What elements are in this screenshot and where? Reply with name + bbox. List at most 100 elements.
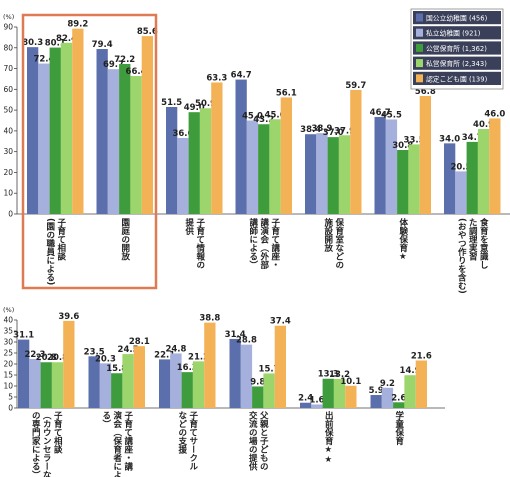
legend-row-bg	[413, 11, 501, 25]
bar	[408, 144, 420, 214]
data-label: 21.6	[411, 351, 432, 361]
bar	[199, 108, 212, 214]
data-label: 45.5	[381, 110, 402, 120]
data-label: 23.5	[84, 347, 105, 357]
legend-label: 国公立幼稚園 (456)	[426, 14, 488, 23]
bar	[252, 386, 264, 408]
category-label: などの支援	[177, 411, 188, 454]
bar	[345, 385, 357, 408]
category-label: 子育て相談	[52, 411, 62, 454]
y-tick-label: 5	[8, 393, 13, 402]
data-label: 30.8	[392, 141, 413, 151]
category-label: た調理実習	[467, 218, 477, 261]
data-label: 46.0	[484, 109, 505, 119]
data-label: 2.4	[298, 394, 313, 404]
legend-label: 私立幼稚園 (921)	[426, 29, 481, 38]
data-label: 22.1	[154, 350, 175, 360]
y-tick-label: 90	[3, 23, 13, 32]
y-tick-label: 10	[3, 382, 13, 391]
bar	[280, 97, 292, 214]
category-label: （カウンセラーなど	[41, 411, 52, 477]
y-tick-label: 0	[8, 404, 13, 413]
bar	[397, 150, 409, 214]
data-label: 51.5	[161, 98, 182, 108]
data-label: 13.3	[318, 370, 339, 380]
legend-swatch	[416, 28, 423, 37]
y-tick-label: 20	[3, 168, 13, 177]
bar	[107, 69, 120, 214]
data-label: 24.8	[165, 344, 186, 354]
data-label: 20.8	[47, 353, 68, 363]
bar	[477, 129, 490, 214]
bar	[393, 402, 405, 408]
data-label: 13.2	[329, 370, 350, 380]
legend-label: 私営保育所 (2,343)	[426, 59, 487, 68]
category-label: 施設開放	[323, 217, 334, 253]
y-tick-label: 30	[3, 147, 13, 156]
legend-label: 公営保育所 (1,362)	[426, 44, 487, 53]
data-label: 1.6	[309, 395, 324, 405]
bar	[159, 359, 171, 408]
bar	[305, 134, 317, 214]
bar	[133, 346, 145, 408]
bar	[130, 76, 142, 214]
data-label: 31.1	[13, 331, 34, 341]
bar	[192, 361, 205, 408]
bar	[211, 82, 223, 214]
data-label: 56.1	[276, 88, 297, 98]
bar	[188, 112, 200, 214]
data-label: 28.8	[236, 336, 257, 346]
data-label: 49.0	[184, 103, 205, 113]
bar	[404, 375, 416, 408]
bar	[141, 36, 153, 214]
data-label: 89.2	[67, 20, 88, 30]
bar	[311, 404, 323, 408]
y-tick-label: 10	[3, 189, 13, 198]
bar	[350, 89, 362, 214]
bar	[419, 95, 431, 214]
legend-swatch	[416, 59, 423, 68]
data-label: 22.3	[24, 350, 45, 360]
category-label: 出前保育★★	[323, 410, 334, 465]
data-label: 69.7	[103, 60, 124, 70]
category-label: 提供	[184, 217, 195, 236]
bar	[374, 116, 386, 214]
bar	[269, 119, 281, 214]
y-tick-label: 35	[3, 327, 13, 336]
legend-row-bg	[413, 26, 501, 40]
data-label: 24.5	[118, 345, 139, 355]
category-label: 食育を意識し	[478, 217, 488, 269]
legend-row-bg	[413, 41, 501, 55]
data-label: 64.7	[231, 71, 252, 81]
data-label: 66.4	[126, 67, 147, 77]
y-tick-label: 70	[3, 64, 13, 73]
category-label: 講師による）	[248, 217, 259, 269]
data-label: 5.9	[369, 386, 384, 396]
bar	[49, 47, 61, 214]
bar	[170, 353, 182, 408]
data-label: 2.6	[391, 393, 406, 403]
data-label: 10.1	[340, 377, 361, 387]
data-label: 21.2	[188, 352, 209, 362]
bar	[466, 141, 478, 214]
data-label: 20.8	[36, 353, 57, 363]
data-label: 80.3	[22, 38, 43, 48]
bar	[322, 378, 334, 408]
category-label: 体験保育★	[398, 217, 409, 262]
bar	[381, 387, 394, 408]
category-label: 学童保育	[394, 410, 405, 446]
data-label: 28.1	[129, 337, 150, 347]
category-label: る）	[101, 411, 112, 428]
data-label: 38.4	[300, 125, 321, 135]
bar	[415, 360, 427, 408]
data-label: 14.9	[400, 366, 421, 376]
y-tick-label: 40	[3, 316, 13, 325]
data-label: 59.7	[345, 81, 366, 91]
bar	[300, 402, 312, 408]
data-label: 56.8	[415, 87, 436, 97]
bar	[181, 372, 193, 408]
data-label: 46.7	[370, 108, 391, 118]
data-label: 72.2	[114, 55, 135, 65]
data-label: 36.6	[172, 129, 193, 139]
